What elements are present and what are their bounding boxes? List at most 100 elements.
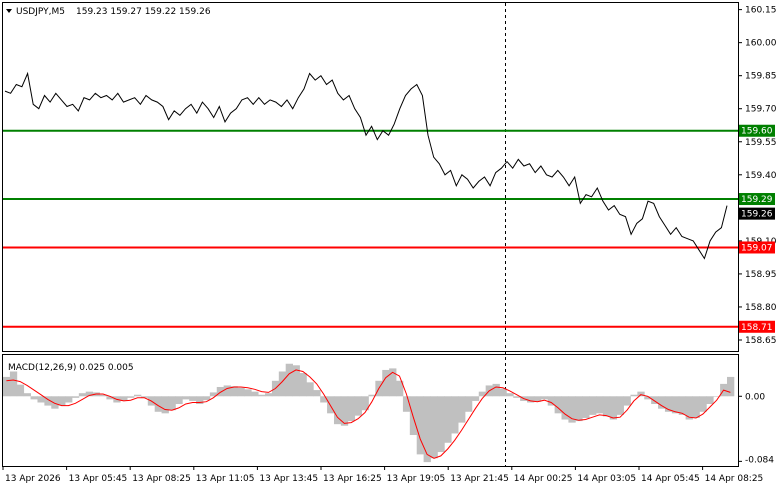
- level-lines: [3, 129, 738, 328]
- time-tick-label: 13 Apr 05:45: [69, 474, 128, 484]
- macd-bar: [671, 396, 680, 414]
- macd-bar: [582, 396, 590, 418]
- macd-bar: [478, 391, 487, 397]
- level-tag-label: 159.29: [741, 195, 773, 205]
- macd-bar: [499, 388, 507, 397]
- price-tick-label: 160.15: [745, 6, 777, 16]
- macd-bar: [458, 396, 466, 423]
- time-tick-label: 14 Apr 00:25: [514, 474, 573, 484]
- macd-bar: [630, 394, 638, 397]
- macd-bar: [451, 396, 459, 434]
- macd-bar: [347, 396, 356, 422]
- macd-bar: [616, 396, 624, 415]
- macd-bar: [527, 396, 535, 403]
- macd-bar: [58, 396, 66, 406]
- time-tick-label: 13 Apr 16:25: [323, 474, 382, 484]
- time-tick-label: 13 Apr 08:25: [132, 474, 191, 484]
- macd-bar: [368, 394, 376, 397]
- macd-bar: [71, 396, 80, 398]
- macd-bar: [423, 396, 431, 463]
- macd-histogram: [3, 363, 735, 463]
- macd-bar: [464, 396, 473, 412]
- macd-bar: [51, 396, 59, 409]
- macd-bar: [533, 396, 542, 402]
- macd-bar: [382, 369, 390, 397]
- macd-bar: [78, 393, 87, 397]
- macd-bar: [30, 396, 38, 400]
- macd-bar: [154, 396, 162, 412]
- macd-bar: [9, 371, 18, 397]
- level-tag-159.07: [739, 241, 775, 254]
- macd-bar: [189, 396, 197, 401]
- macd-bar: [306, 382, 314, 397]
- macd-bar: [106, 396, 114, 400]
- macd-bar: [437, 396, 445, 453]
- macd-bar: [3, 376, 11, 397]
- macd-bar: [251, 391, 259, 397]
- time-axis: 13 Apr 2026 13 Apr 05:45 13 Apr 08:25 13 Ap…: [2, 466, 764, 484]
- level-tag-label: 158.71: [741, 323, 773, 333]
- symbol-dropdown-icon[interactable]: [6, 9, 12, 13]
- level-labels: 159.60 159.29 159.07 158.71 159.26: [739, 124, 775, 333]
- level-tag-159.60: [739, 124, 775, 137]
- macd-bar: [120, 396, 128, 401]
- macd-bar: [37, 396, 45, 403]
- macd-bar: [99, 394, 107, 397]
- macd-bar: [168, 396, 176, 411]
- macd-bar: [416, 396, 425, 455]
- price-tick-label: 159.85: [745, 72, 777, 82]
- time-tick-label: 13 Apr 13:45: [259, 474, 318, 484]
- macd-bar: [623, 396, 631, 406]
- macd-bar: [506, 393, 514, 397]
- macd-bar: [396, 380, 404, 397]
- current-price-tag: [739, 207, 775, 220]
- price-tick-label: 158.65: [745, 336, 777, 346]
- price-axis: 160.15160.00159.85159.70159.55159.40159.…: [738, 6, 777, 346]
- macd-bar: [692, 396, 700, 418]
- macd-bar: [706, 396, 714, 405]
- macd-bar: [713, 396, 721, 397]
- macd-bar: [658, 396, 666, 409]
- macd-axis: 0.00 -0.084: [738, 392, 774, 465]
- macd-bar: [313, 390, 321, 397]
- macd-bar: [540, 396, 549, 400]
- price-line: [4, 71, 728, 260]
- macd-bar: [354, 396, 362, 416]
- macd-bar: [361, 396, 369, 411]
- macd-bar: [333, 396, 342, 425]
- time-tick-label: 13 Apr 11:05: [196, 474, 255, 484]
- price-tick-label: 159.70: [745, 105, 777, 115]
- price-panel-frame: [2, 2, 739, 352]
- time-tick-label: 14 Apr 05:45: [641, 474, 700, 484]
- macd-bar: [409, 396, 418, 436]
- time-tick-label: 14 Apr 08:25: [705, 474, 764, 484]
- macd-bar: [554, 396, 562, 414]
- macd-bar: [678, 396, 687, 415]
- macd-bar: [492, 383, 500, 397]
- macd-bar: [595, 396, 604, 414]
- price-tick-label: 159.40: [745, 171, 777, 181]
- macd-bar: [285, 363, 293, 397]
- macd-bar: [127, 396, 135, 398]
- macd-bar: [237, 387, 245, 397]
- macd-bar: [664, 396, 673, 412]
- macd-bar: [44, 396, 52, 406]
- macd-bar: [258, 394, 266, 397]
- macd-bar: [16, 384, 25, 397]
- macd-bar: [196, 396, 204, 405]
- macd-bar: [575, 396, 583, 422]
- price-tick-label: 160.00: [745, 39, 777, 49]
- macd-bar: [471, 396, 480, 401]
- macd-bar: [223, 385, 231, 397]
- macd-bar: [727, 376, 735, 397]
- time-tick-label: 13 Apr 19:05: [387, 474, 446, 484]
- price-tick-label: 158.95: [745, 270, 777, 280]
- macd-bar: [209, 392, 218, 397]
- macd-bar: [65, 396, 73, 403]
- macd-bar: [444, 396, 452, 443]
- level-tag-158.71: [739, 320, 775, 333]
- macd-bar: [230, 386, 238, 397]
- price-tick-label: 158.80: [745, 303, 777, 313]
- ohlc-values: 159.23 159.27 159.22 159.26: [76, 7, 211, 17]
